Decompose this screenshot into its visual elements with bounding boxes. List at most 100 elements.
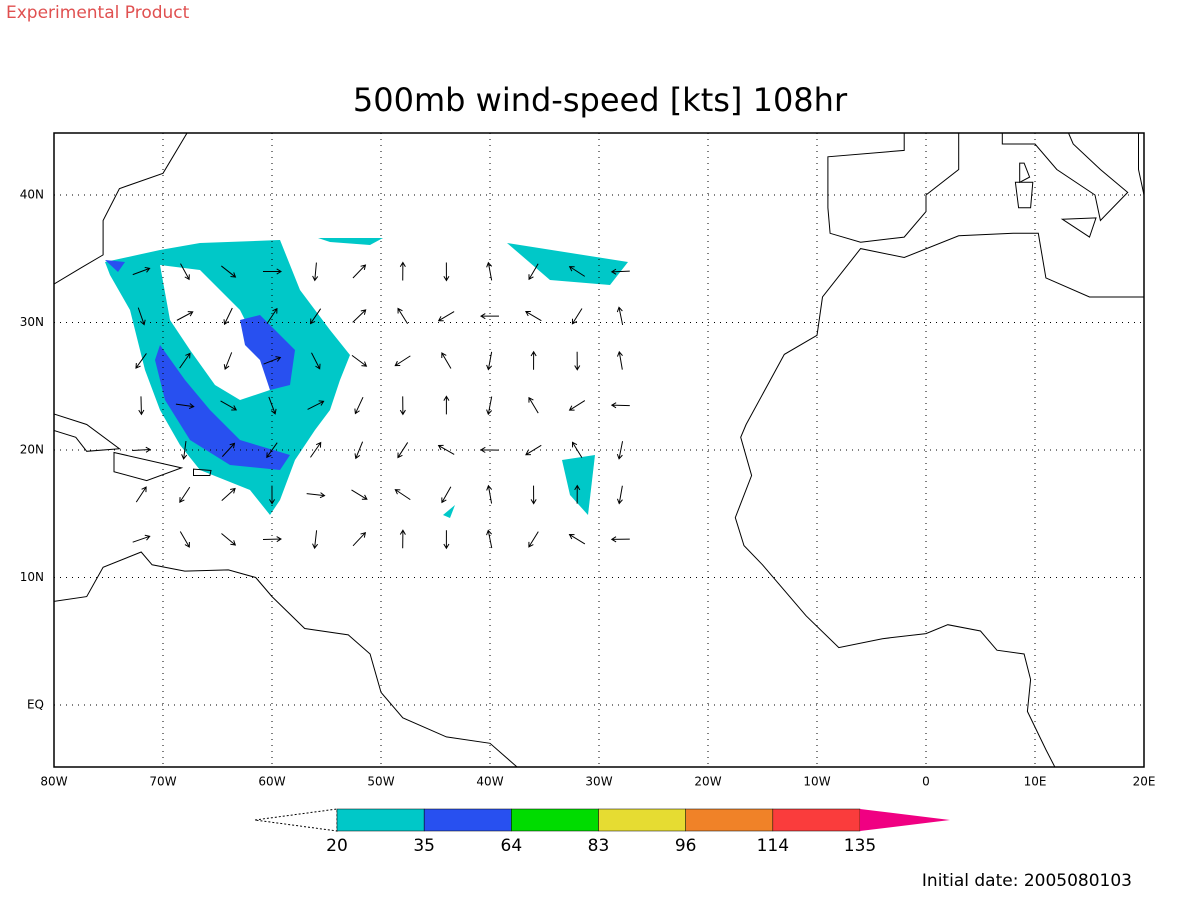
lat-label: 30N bbox=[20, 315, 44, 329]
lat-label: 20N bbox=[20, 443, 44, 457]
colorbar-box bbox=[773, 809, 860, 831]
land-outline bbox=[43, 552, 533, 782]
wind-shading bbox=[105, 238, 628, 518]
wind-arrow bbox=[570, 401, 585, 411]
wind-arrow bbox=[307, 493, 325, 498]
wind-arrow bbox=[313, 530, 318, 548]
wind-arrow bbox=[444, 396, 449, 414]
colorbar-box bbox=[599, 809, 686, 831]
colorbar-label: 20 bbox=[326, 836, 348, 856]
wind-arrow bbox=[355, 442, 363, 459]
land-outline bbox=[735, 233, 1200, 781]
wind-arrow bbox=[442, 353, 451, 369]
wind-arrow bbox=[400, 263, 405, 281]
wind-arrow bbox=[575, 352, 580, 370]
wind-arrow bbox=[352, 490, 367, 499]
colorbar-label: 64 bbox=[501, 836, 523, 856]
wind-arrow bbox=[398, 309, 408, 324]
colorbar-label: 96 bbox=[675, 836, 697, 856]
land-outline bbox=[1139, 119, 1200, 234]
lon-label: 40W bbox=[476, 775, 503, 789]
lon-label: 30W bbox=[585, 775, 612, 789]
colorbar-box bbox=[424, 809, 511, 831]
wind-arrow bbox=[353, 265, 366, 278]
initial-date: Initial date: 2005080103 bbox=[922, 871, 1132, 891]
land-outline bbox=[114, 453, 182, 481]
lon-label: 10E bbox=[1024, 775, 1047, 789]
wind-arrow bbox=[529, 264, 538, 280]
wind-arrow bbox=[487, 263, 492, 281]
colorbar-label: 135 bbox=[844, 836, 876, 856]
colorbar-label: 35 bbox=[413, 836, 435, 856]
colorbar-box bbox=[337, 809, 424, 831]
land-outline bbox=[1015, 182, 1032, 208]
lat-label: EQ bbox=[27, 698, 44, 712]
product-label: Experimental Product bbox=[6, 3, 190, 23]
wind-arrow bbox=[487, 530, 492, 548]
lat-label: 10N bbox=[20, 570, 44, 584]
wind-arrow bbox=[439, 445, 455, 454]
wind-arrow bbox=[572, 309, 582, 324]
wind-arrow bbox=[400, 530, 405, 548]
lon-label: 20E bbox=[1133, 775, 1156, 789]
lon-label: 10W bbox=[803, 775, 830, 789]
map bbox=[43, 119, 1200, 782]
wind-arrow bbox=[529, 532, 538, 547]
wind-arrow bbox=[439, 312, 454, 321]
wind-arrow bbox=[487, 486, 492, 504]
land-outline bbox=[1062, 218, 1096, 237]
colorbar-label: 83 bbox=[588, 836, 610, 856]
wind-arrow bbox=[221, 533, 235, 545]
lon-label: 20W bbox=[694, 775, 721, 789]
wind-arrow bbox=[442, 487, 451, 503]
wind-arrow bbox=[572, 442, 581, 457]
land-outline bbox=[1020, 163, 1030, 182]
wind-arrow bbox=[132, 447, 150, 452]
wind-arrow bbox=[395, 356, 410, 366]
colorbar-arrow bbox=[860, 809, 950, 831]
lat-label: 40N bbox=[20, 188, 44, 202]
wind-arrow bbox=[313, 263, 318, 281]
wind-arrow bbox=[395, 490, 410, 500]
wind-arrow bbox=[180, 487, 190, 502]
wind-arrow bbox=[222, 489, 235, 501]
wind-arrow bbox=[526, 311, 541, 320]
wind-arrow bbox=[487, 397, 492, 415]
colorbar-box bbox=[686, 809, 773, 831]
wind-arrow bbox=[570, 535, 585, 544]
wind-arrow bbox=[531, 352, 536, 370]
wind-arrow bbox=[400, 396, 405, 414]
wind-arrow bbox=[444, 263, 449, 281]
wind-arrow bbox=[487, 352, 492, 370]
wind-arrow bbox=[352, 355, 366, 366]
wind-arrow bbox=[444, 530, 449, 548]
wind-arrow bbox=[355, 397, 363, 413]
wind-arrow bbox=[180, 531, 189, 547]
wind-arrow bbox=[531, 486, 536, 504]
wind-arrow bbox=[139, 396, 144, 414]
lon-label: 0 bbox=[922, 775, 930, 789]
wind-arrow bbox=[617, 352, 622, 370]
wind-arrow bbox=[612, 403, 630, 408]
map-title: 500mb wind-speed [kts] 108hr bbox=[353, 81, 848, 119]
colorbar: 20 35 64 83 96 114 135 bbox=[255, 809, 950, 856]
wind-arrow bbox=[612, 537, 630, 542]
wind-arrow bbox=[353, 310, 366, 322]
lon-label: 80W bbox=[40, 775, 67, 789]
land-outline bbox=[1002, 119, 1127, 221]
wind-arrow bbox=[398, 442, 408, 457]
land-outline bbox=[828, 119, 959, 243]
wind-arrow bbox=[353, 533, 365, 546]
wind-arrow bbox=[617, 486, 622, 504]
lon-label: 70W bbox=[149, 775, 176, 789]
wind-arrow bbox=[529, 398, 538, 413]
wind-arrow bbox=[136, 487, 146, 502]
lon-label: 50W bbox=[367, 775, 394, 789]
colorbar-label: 114 bbox=[757, 836, 789, 856]
wind-arrow bbox=[133, 535, 150, 542]
colorbar-box bbox=[511, 809, 598, 831]
lon-label: 60W bbox=[258, 775, 285, 789]
wind-arrow bbox=[481, 314, 499, 319]
wind-arrow bbox=[263, 537, 281, 542]
